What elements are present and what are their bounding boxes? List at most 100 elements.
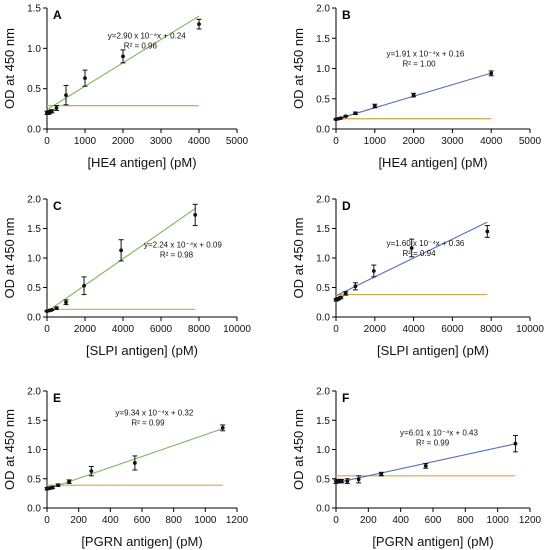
- x-tick-label: 0: [333, 136, 339, 147]
- y-tick-label: 0.5: [27, 283, 41, 294]
- panel-letter: B: [342, 8, 351, 22]
- data-point: [345, 479, 350, 483]
- x-tick-label: 800: [457, 515, 474, 526]
- data-point: [423, 463, 428, 468]
- data-point: [197, 22, 201, 27]
- y-tick-label: 2.0: [316, 195, 330, 206]
- panel-letter: D: [342, 199, 351, 213]
- data-point: [49, 109, 54, 114]
- chart-panel-e: 0.0 0.5 1.0 1.5 2.0 0 200 400 600 800 1000 1200 y=9.…: [2, 387, 249, 550]
- x-tick-label: 0: [44, 136, 50, 147]
- x-tick-label: 1000: [487, 515, 510, 526]
- x-axis-label: [HE4 antigen] (pM): [378, 155, 487, 170]
- data-point: [49, 308, 54, 312]
- x-tick-label: 6000: [150, 324, 173, 335]
- x-tick-label: 600: [134, 515, 151, 526]
- x-tick-label: 10000: [223, 324, 251, 335]
- x-tick-label: 1000: [74, 136, 97, 147]
- y-tick-label: 0.5: [316, 94, 330, 105]
- panel-letter: C: [53, 199, 62, 213]
- x-tick-label: 1000: [194, 515, 217, 526]
- chart-panel-b: 0.0 0.5 1.0 1.5 2.0 0 1000 2000 3000 4000 5000 y=1.…: [291, 4, 542, 171]
- y-tick-label: 1.0: [27, 445, 41, 456]
- x-tick-label: 2000: [364, 324, 387, 335]
- data-point: [485, 229, 490, 234]
- data-point: [411, 93, 416, 98]
- y-tick-label: 1.0: [316, 445, 330, 456]
- y-axis-label: OD at 450 nm: [291, 218, 306, 299]
- data-point: [353, 111, 358, 116]
- y-tick-label: 1.5: [27, 4, 41, 15]
- x-tick-label: 10000: [516, 324, 544, 335]
- data-point: [54, 106, 59, 110]
- x-tick-label: 4000: [188, 136, 211, 147]
- x-axis-label: [PGRN antigen] (pM): [81, 534, 202, 549]
- chart-panel-a: 0.0 0.5 1.0 1.5 0 1000 2000 3000 4000 5000 y=2.90 …: [2, 4, 249, 171]
- x-axis-label: [SLPI antigen] (pM): [377, 343, 489, 358]
- data-point: [336, 479, 341, 483]
- x-tick-label: 400: [102, 515, 119, 526]
- y-tick-label: 2.0: [316, 387, 330, 398]
- data-point: [372, 104, 377, 108]
- r-squared: R² = 0.94: [402, 249, 436, 258]
- x-tick-label: 200: [360, 515, 377, 526]
- y-tick-label: 0.5: [316, 283, 330, 294]
- y-tick-label: 1.0: [27, 254, 41, 265]
- x-tick-label: 2000: [402, 136, 425, 147]
- data-point: [132, 461, 137, 465]
- data-point: [89, 469, 94, 474]
- x-tick-label: 3000: [441, 136, 464, 147]
- fit-equation: y=1.60 x 10⁻⁴x + 0.36: [386, 239, 464, 248]
- x-tick-label: 8000: [188, 324, 211, 335]
- data-point: [379, 472, 384, 476]
- y-axis-label: OD at 450 nm: [291, 28, 306, 109]
- fit-equation: y=6.01 x 10⁻⁴x + 0.43: [400, 428, 478, 437]
- data-point: [513, 441, 518, 446]
- data-point: [54, 306, 59, 311]
- y-tick-label: 2.0: [27, 387, 41, 398]
- data-point: [409, 246, 414, 250]
- panel-letter: E: [53, 391, 61, 405]
- r-squared: R² = 0.99: [416, 438, 450, 447]
- data-point: [338, 116, 343, 121]
- x-tick-label: 2000: [112, 136, 135, 147]
- y-tick-label: 0.0: [27, 125, 41, 136]
- y-tick-label: 0.5: [27, 474, 41, 485]
- data-point: [193, 213, 198, 217]
- x-tick-label: 1000: [364, 136, 387, 147]
- data-point: [353, 284, 358, 289]
- data-point: [82, 283, 86, 288]
- data-point: [339, 479, 344, 483]
- x-axis-label: [PGRN antigen] (pM): [372, 534, 493, 549]
- data-point: [121, 54, 125, 59]
- y-tick-label: 1.0: [27, 44, 41, 55]
- y-tick-label: 1.5: [27, 224, 41, 235]
- chart-panel-f: 0.0 0.5 1.0 1.5 2.0 0 200 400 600 800 1000 1200 y=6.…: [291, 387, 542, 550]
- x-tick-label: 0: [44, 324, 50, 335]
- x-tick-label: 4000: [402, 324, 425, 335]
- y-tick-label: 1.5: [27, 416, 41, 427]
- x-tick-label: 1200: [519, 515, 542, 526]
- x-tick-label: 4000: [480, 136, 503, 147]
- y-tick-label: 1.5: [316, 416, 330, 427]
- x-tick-label: 5000: [519, 136, 542, 147]
- x-tick-label: 800: [165, 515, 182, 526]
- r-squared: R² = 0.98: [160, 250, 194, 259]
- data-point: [64, 93, 68, 98]
- data-point: [119, 248, 123, 253]
- panel-letter: A: [53, 8, 62, 22]
- y-tick-label: 0.5: [316, 474, 330, 485]
- x-tick-label: 400: [392, 515, 409, 526]
- data-point: [220, 425, 225, 430]
- y-tick-label: 2.0: [316, 4, 330, 15]
- y-tick-label: 1.0: [316, 254, 330, 265]
- r-squared: R² = 0.96: [124, 41, 158, 50]
- data-point: [343, 291, 348, 296]
- data-point: [356, 477, 361, 482]
- data-point: [489, 71, 494, 76]
- x-tick-label: 4000: [112, 324, 135, 335]
- x-tick-label: 600: [425, 515, 442, 526]
- y-axis-label: OD at 450 nm: [2, 218, 17, 299]
- x-tick-label: 1200: [226, 515, 249, 526]
- fit-line: [335, 221, 488, 297]
